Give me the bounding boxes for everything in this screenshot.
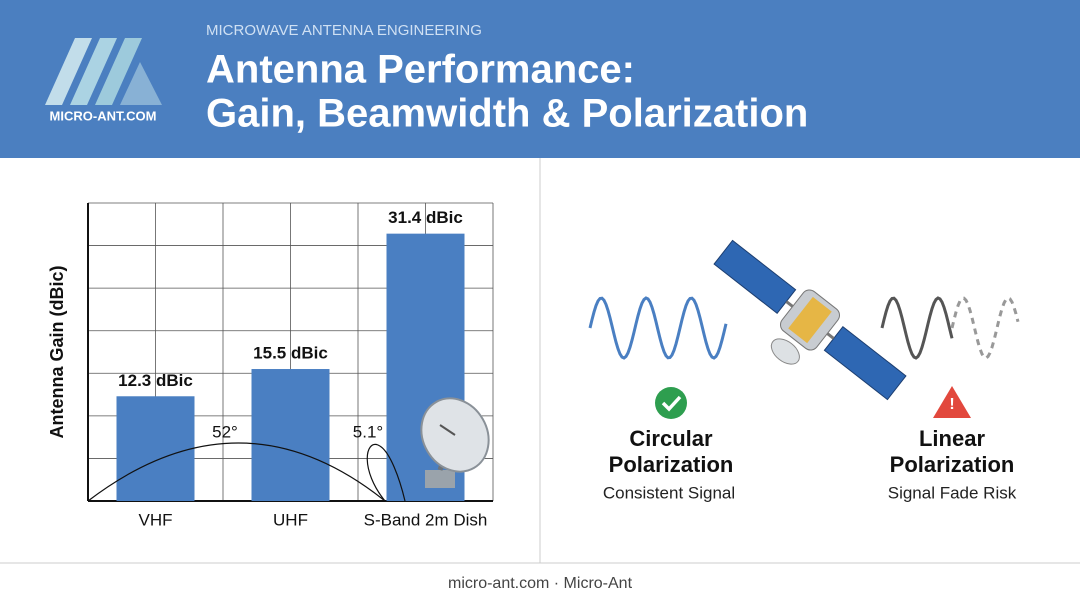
data-label: 12.3 dBic xyxy=(118,371,193,390)
polarization-title: Linear xyxy=(919,426,985,451)
x-tick-label: S-Band 2m Dish xyxy=(364,510,488,529)
title: Gain, Beamwidth & Polarization xyxy=(206,92,808,136)
logo-mark xyxy=(45,38,162,105)
polarization-title: Circular xyxy=(629,426,713,451)
polarization-title: Polarization xyxy=(890,452,1015,477)
check-icon xyxy=(655,387,687,419)
polarization-title: Polarization xyxy=(609,452,734,477)
bar xyxy=(251,369,330,501)
circular-wave xyxy=(588,296,728,360)
annotation: 5.1° xyxy=(353,422,383,441)
bar xyxy=(116,396,195,501)
header-band xyxy=(0,0,1080,158)
data-label: 31.4 dBic xyxy=(388,208,463,227)
kicker: MICROWAVE ANTENNA ENGINEERING xyxy=(206,22,482,39)
polarization-caption: Consistent Signal xyxy=(603,483,735,502)
data-label: 15.5 dBic xyxy=(253,344,328,363)
polarization-caption: Signal Fade Risk xyxy=(888,483,1017,502)
warning-icon xyxy=(933,386,971,418)
footer: micro-ant.com · Micro-Ant xyxy=(448,575,633,592)
x-tick-label: UHF xyxy=(273,510,308,529)
x-tick-label: VHF xyxy=(139,510,173,529)
beam-narrow xyxy=(366,443,406,502)
dish-icon xyxy=(420,397,490,488)
annotation: 52° xyxy=(212,422,238,441)
beam-wide xyxy=(87,442,386,502)
title: Antenna Performance: xyxy=(206,48,635,92)
chart: 12.3 dBic VHF 15.5 dBic UHF 31.4 dBic S-Band … xyxy=(87,202,494,529)
y-axis-label: Antenna Gain (dBic) xyxy=(47,265,67,438)
satellite-icon xyxy=(713,239,907,401)
logo-text: MICRO-ANT.COM xyxy=(50,108,157,123)
warning-mark: ! xyxy=(949,396,954,413)
check-mark xyxy=(661,395,682,412)
linear-wave xyxy=(880,296,954,360)
